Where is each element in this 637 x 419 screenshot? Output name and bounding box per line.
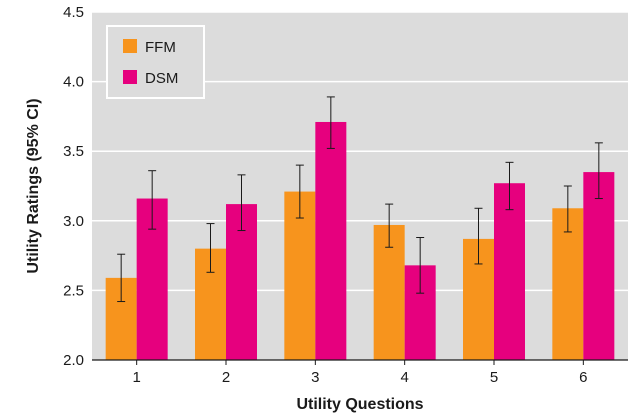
x-tick-label: 3: [311, 369, 319, 386]
y-tick-label: 4.5: [63, 4, 84, 21]
y-axis-title: Utility Ratings (95% CI): [25, 98, 42, 273]
x-tick-label: 6: [579, 369, 587, 386]
legend-swatch-dsm: [123, 70, 137, 84]
x-axis-title: Utility Questions: [296, 396, 423, 413]
y-tick-label: 3.0: [63, 213, 84, 230]
y-tick-label: 3.5: [63, 143, 84, 160]
x-tick-label: 4: [400, 369, 408, 386]
bar-dsm: [494, 183, 525, 360]
legend-swatch-ffm: [123, 39, 137, 53]
axes: 2.0 2.5 3.0 3.5 4.0 4.5 1 2 3 4 5 6: [63, 4, 628, 386]
legend: FFM DSM: [106, 25, 205, 99]
y-tick-label: 2.5: [63, 282, 84, 299]
bar-ffm: [284, 191, 316, 360]
x-tick-label: 1: [132, 369, 140, 386]
y-tick-label: 2.0: [63, 352, 84, 369]
error-bars: [117, 96, 603, 303]
bar-dsm: [315, 121, 347, 360]
bar-ffm: [552, 208, 584, 360]
legend-label-ffm: FFM: [145, 39, 176, 56]
legend-label-dsm: DSM: [145, 70, 178, 87]
bars: [105, 121, 615, 360]
bar-dsm: [583, 172, 615, 360]
legend-box: [106, 25, 205, 99]
x-tick-label: 5: [490, 369, 498, 386]
x-tick-label: 2: [222, 369, 230, 386]
y-tick-label: 4.0: [63, 74, 84, 91]
